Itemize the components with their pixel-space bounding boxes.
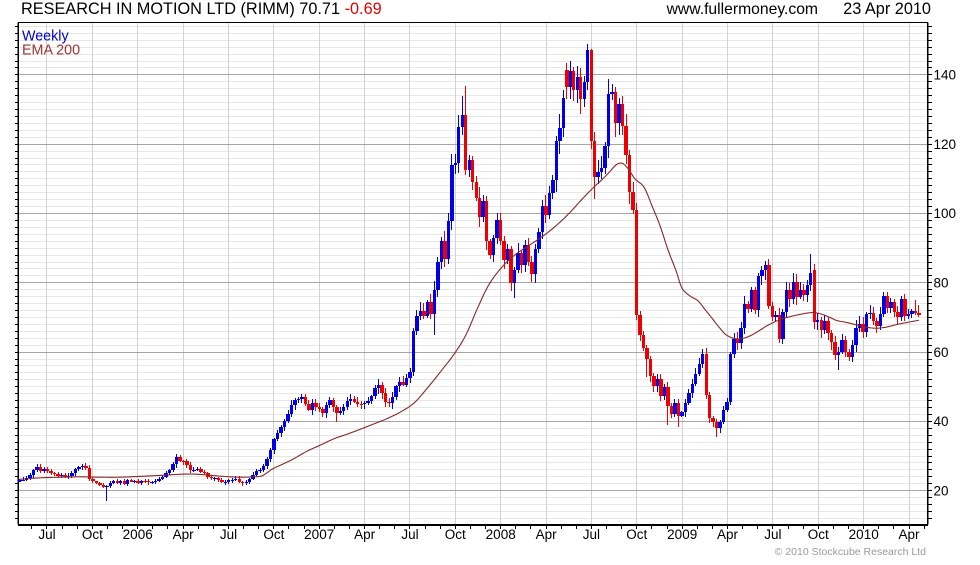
svg-text:Weekly: Weekly (22, 29, 69, 45)
svg-text:Oct: Oct (263, 527, 284, 542)
svg-text:Oct: Oct (445, 527, 466, 542)
svg-text:Apr: Apr (717, 527, 739, 542)
svg-text:www.fullermoney.com: www.fullermoney.com (666, 1, 818, 18)
svg-text:Jul: Jul (583, 527, 600, 542)
svg-text:© 2010 Stockcube Research Ltd: © 2010 Stockcube Research Ltd (775, 546, 926, 558)
svg-text:Apr: Apr (536, 527, 558, 542)
svg-text:2010: 2010 (849, 527, 879, 542)
svg-text:Jul: Jul (220, 527, 237, 542)
svg-text:Apr: Apr (354, 527, 376, 542)
svg-text:2007: 2007 (304, 527, 334, 542)
svg-text:80: 80 (934, 276, 949, 291)
svg-text:2009: 2009 (667, 527, 697, 542)
svg-text:Jul: Jul (401, 527, 418, 542)
svg-text:140: 140 (934, 68, 957, 83)
svg-text:2006: 2006 (123, 527, 153, 542)
svg-text:RESEARCH IN MOTION LTD (RIMM): RESEARCH IN MOTION LTD (RIMM) 70.71 -0.6… (21, 0, 382, 18)
svg-text:2008: 2008 (486, 527, 516, 542)
svg-text:Jul: Jul (764, 527, 781, 542)
svg-text:120: 120 (934, 137, 957, 152)
svg-text:40: 40 (934, 414, 949, 429)
svg-text:100: 100 (934, 206, 957, 221)
svg-text:Jul: Jul (38, 527, 55, 542)
svg-text:EMA 200: EMA 200 (22, 43, 80, 59)
svg-text:Oct: Oct (82, 527, 103, 542)
svg-text:Oct: Oct (808, 527, 829, 542)
svg-text:23 Apr 2010: 23 Apr 2010 (843, 0, 931, 18)
svg-text:Apr: Apr (898, 527, 920, 542)
svg-text:20: 20 (934, 483, 949, 498)
svg-text:60: 60 (934, 345, 949, 360)
svg-text:Oct: Oct (626, 527, 647, 542)
svg-text:Apr: Apr (173, 527, 195, 542)
